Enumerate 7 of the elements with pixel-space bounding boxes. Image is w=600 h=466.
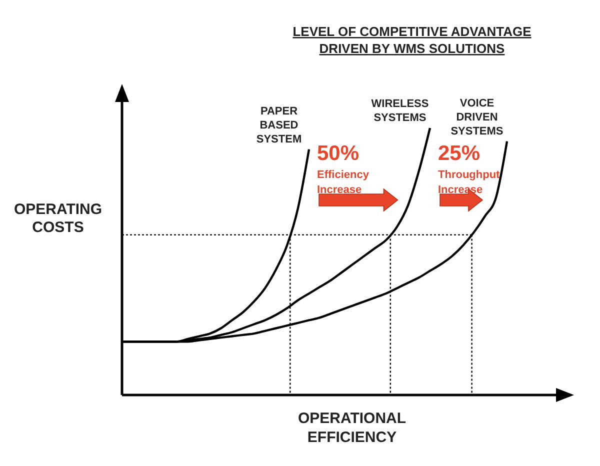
chart-title: LEVEL OF COMPETITIVE ADVANTAGE DRIVEN BY WMS SOLUTIONS <box>292 24 532 56</box>
annotation: 50% Efficiency Increase <box>317 142 370 196</box>
series-label: WIRELESS SYSTEMS <box>371 98 429 124</box>
series-label: PAPER BASED SYSTEM <box>256 105 302 146</box>
y-axis-title: OPERATING COSTS <box>14 201 102 236</box>
x-axis-title: OPERATIONAL EFFICIENCY <box>298 410 406 446</box>
series-label: VOICE DRIVEN SYSTEMS <box>450 97 504 138</box>
